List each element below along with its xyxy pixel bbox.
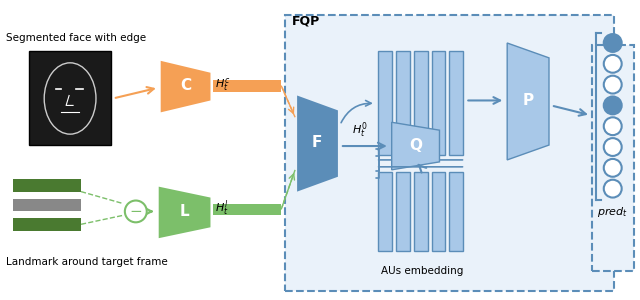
Polygon shape [392,122,440,170]
Circle shape [604,117,621,135]
Bar [413,51,428,155]
Bar [413,172,428,251]
Bar [431,172,445,251]
Text: $pred_t$: $pred_t$ [597,206,628,220]
Text: AUs embedding: AUs embedding [381,266,464,276]
Text: P: P [522,93,534,108]
Bar [449,51,463,155]
Bar [13,218,81,231]
Text: −: − [129,204,142,219]
Bar [13,179,81,192]
Bar [592,45,634,271]
Bar [13,199,81,212]
Text: F: F [312,135,322,150]
Circle shape [604,55,621,73]
Text: $H_t^c$: $H_t^c$ [216,76,231,93]
Text: $H_t^l$: $H_t^l$ [216,199,229,218]
Text: L: L [180,204,189,219]
Circle shape [125,200,147,222]
Circle shape [604,159,621,177]
Polygon shape [507,43,549,160]
Text: FQP: FQP [292,14,321,27]
Bar [449,172,463,251]
Bar [431,51,445,155]
Bar [378,172,392,251]
Circle shape [604,76,621,94]
Polygon shape [159,187,211,238]
Circle shape [604,34,621,52]
Bar [396,51,410,155]
Bar [378,51,392,155]
Bar [214,203,281,215]
Text: Q: Q [409,137,422,152]
Polygon shape [161,61,211,112]
Bar [396,172,410,251]
Circle shape [604,97,621,114]
Bar [29,51,111,145]
Text: Segmented face with edge: Segmented face with edge [6,33,147,43]
Text: Landmark around target frame: Landmark around target frame [6,257,168,267]
Text: C: C [180,78,191,93]
Polygon shape [297,95,338,192]
Bar [285,15,614,291]
Circle shape [604,138,621,156]
Text: $H_t^0$: $H_t^0$ [352,121,367,140]
Bar [214,80,281,92]
Circle shape [604,180,621,198]
